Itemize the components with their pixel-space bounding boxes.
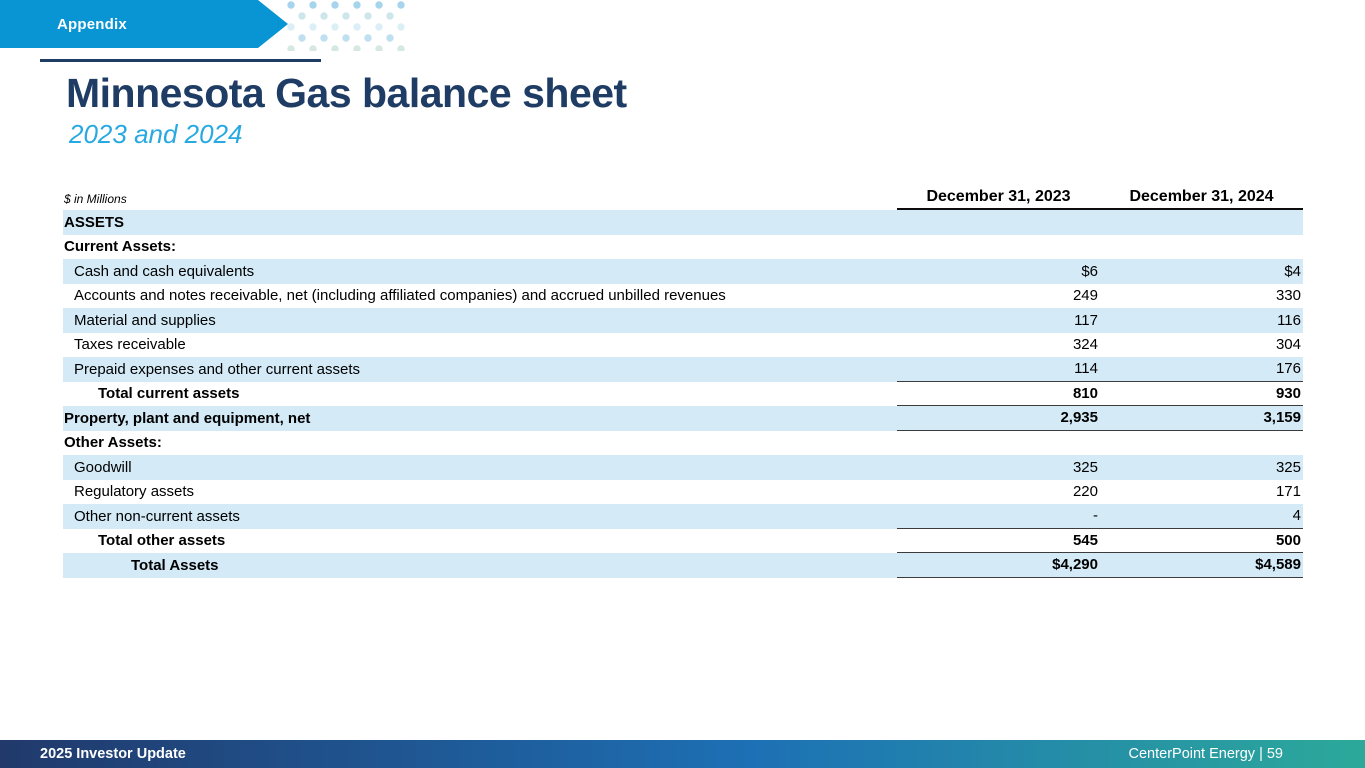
value-2023: 249 <box>1072 287 1098 305</box>
table-header-row: $ in Millions December 31, 2023 December… <box>63 186 1303 210</box>
appendix-banner: Appendix <box>0 0 288 48</box>
value-2024: 171 <box>1275 483 1301 501</box>
balance-sheet-table: $ in Millions December 31, 2023 December… <box>63 186 1303 578</box>
row-label: Prepaid expenses and other current asset… <box>74 360 361 378</box>
row-label: Total other assets <box>98 532 226 550</box>
value-2024: 930 <box>1275 384 1301 402</box>
table-row: Property, plant and equipment, net 2,935 3… <box>63 406 1303 431</box>
value-2023: 324 <box>1072 336 1098 354</box>
table-row: Regulatory assets 220 171 <box>63 480 1303 505</box>
row-label: Total Assets <box>131 556 219 574</box>
value-2024: 116 <box>1277 311 1301 329</box>
table-row: Total current assets 810 930 <box>63 382 1303 406</box>
table-row: Prepaid expenses and other current asset… <box>63 357 1303 382</box>
row-label: Property, plant and equipment, net <box>64 409 311 427</box>
row-values: 545 500 <box>897 529 1303 553</box>
value-2024: 330 <box>1275 287 1301 305</box>
row-values <box>897 431 1303 456</box>
row-values: 325 325 <box>897 455 1303 480</box>
value-2023: 117 <box>1074 311 1098 329</box>
table-row: Other Assets: <box>63 431 1303 456</box>
row-label: Taxes receivable <box>74 336 186 354</box>
table-body: ASSETS Current Assets: Cash and cash equiv… <box>63 210 1303 578</box>
row-values: 324 304 <box>897 333 1303 358</box>
row-values: $6 $4 <box>897 259 1303 284</box>
banner-label: Appendix <box>57 15 127 33</box>
value-2024: 304 <box>1275 336 1301 354</box>
value-2023: 810 <box>1072 384 1098 402</box>
value-2024: 4 <box>1292 507 1301 525</box>
table-row: ASSETS <box>63 210 1303 235</box>
row-label: Cash and cash equivalents <box>74 262 255 280</box>
value-2024: 176 <box>1275 360 1301 378</box>
row-values: 117 116 <box>897 308 1303 333</box>
value-2024: $4 <box>1284 262 1301 280</box>
footer-left-label: 2025 Investor Update <box>40 746 186 762</box>
table-row: Total other assets 545 500 <box>63 529 1303 553</box>
column-header-2023: December 31, 2023 <box>926 188 1071 205</box>
row-label: Material and supplies <box>74 311 216 329</box>
value-2024: 500 <box>1275 531 1301 549</box>
value-2023: 325 <box>1072 458 1098 476</box>
footer-right-label: CenterPoint Energy | 59 <box>1128 746 1284 762</box>
slide-title: Minnesota Gas balance sheet <box>66 70 627 116</box>
row-label: Accounts and notes receivable, net (incl… <box>74 287 726 305</box>
row-label: Current Assets: <box>64 238 176 256</box>
slide-subtitle: 2023 and 2024 <box>69 119 243 149</box>
row-label: Goodwill <box>74 458 132 476</box>
value-2023: 114 <box>1074 360 1098 378</box>
column-header-2024: December 31, 2024 <box>1129 188 1274 205</box>
value-2023: $6 <box>1081 262 1098 280</box>
row-values: $4,290 $4,589 <box>897 553 1303 578</box>
value-2024: 3,159 <box>1263 409 1301 427</box>
value-2023: $4,290 <box>1052 556 1098 574</box>
row-values: 2,935 3,159 <box>897 406 1303 431</box>
table-row: Material and supplies 117 116 <box>63 308 1303 333</box>
row-values: 220 171 <box>897 480 1303 505</box>
table-row: Taxes receivable 324 304 <box>63 333 1303 358</box>
table-row: Total Assets $4,290 $4,589 <box>63 553 1303 578</box>
units-label: $ in Millions <box>64 192 127 206</box>
row-values: -4 <box>897 504 1303 529</box>
title-accent-line <box>40 59 321 62</box>
row-label: Total current assets <box>98 385 240 403</box>
column-headers: December 31, 2023 December 31, 2024 <box>897 186 1303 210</box>
row-label: Regulatory assets <box>74 483 195 501</box>
row-values <box>897 210 1303 235</box>
table-row: Accounts and notes receivable, net (incl… <box>63 284 1303 309</box>
value-2023: 545 <box>1072 531 1098 549</box>
footer-bar: 2025 Investor Update CenterPoint Energy … <box>0 740 1365 768</box>
value-2024: 325 <box>1275 458 1301 476</box>
table-row: Goodwill 325 325 <box>63 455 1303 480</box>
value-2023: 220 <box>1072 483 1098 501</box>
row-label: Other Assets: <box>64 434 162 452</box>
value-2024: $4,589 <box>1255 556 1301 574</box>
table-row: Current Assets: <box>63 235 1303 260</box>
table-row: Other non-current assets -4 <box>63 504 1303 529</box>
dot-pattern <box>287 1 405 51</box>
value-2023: 2,935 <box>1060 409 1098 427</box>
row-values <box>897 235 1303 260</box>
row-values: 114 176 <box>897 357 1303 382</box>
row-label: Other non-current assets <box>74 507 240 525</box>
row-label: ASSETS <box>64 213 125 231</box>
table-row: Cash and cash equivalents $6 $4 <box>63 259 1303 284</box>
value-2023: - <box>1093 507 1098 525</box>
row-values: 249 330 <box>897 284 1303 309</box>
row-values: 810 930 <box>897 382 1303 406</box>
